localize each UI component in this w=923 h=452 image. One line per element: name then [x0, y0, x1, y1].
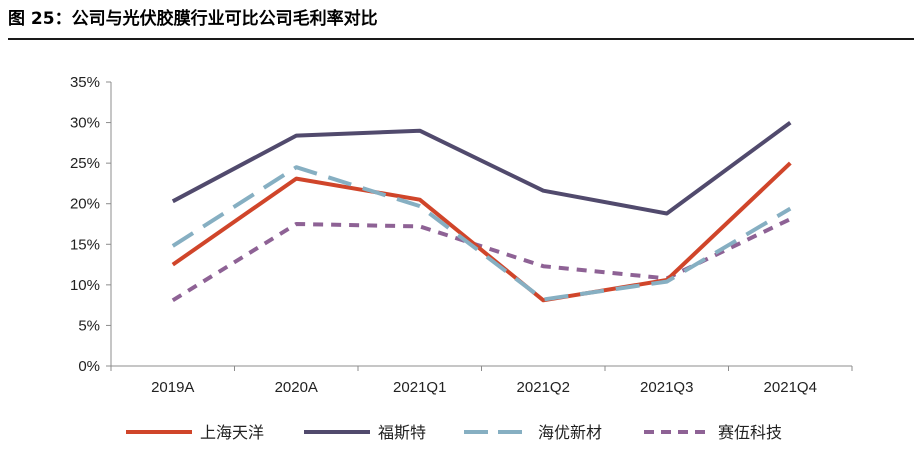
- figure-title: 图 25：公司与光伏胶膜行业可比公司毛利率对比: [8, 9, 378, 29]
- y-tick-label: 25%: [70, 155, 100, 172]
- y-axis-ticks: 0% 5% 10% 15% 20% 25% 30% 35%: [70, 74, 111, 375]
- y-tick-label: 30%: [70, 115, 100, 132]
- legend-label: 上海天洋: [200, 424, 264, 442]
- y-tick-label: 5%: [78, 317, 100, 334]
- series-line-1: [171, 161, 792, 303]
- y-tick-label: 0%: [78, 358, 100, 375]
- series-line-4: [171, 217, 792, 303]
- series-line-2: [171, 120, 792, 216]
- y-tick-label: 35%: [70, 74, 100, 91]
- x-tick-label: 2020A: [275, 379, 318, 396]
- title-divider: [8, 38, 914, 40]
- x-tick-label: 2021Q4: [764, 379, 817, 396]
- y-tick-label: 15%: [70, 236, 100, 253]
- legend-label: 赛伍科技: [718, 423, 782, 442]
- legend-label: 福斯特: [378, 424, 426, 442]
- legend: 上海天洋 福斯特 海优新材 赛伍科技: [126, 423, 782, 442]
- series-lines: [171, 120, 792, 303]
- x-tick-label: 2021Q1: [393, 379, 446, 396]
- x-tick-label: 2021Q3: [640, 379, 693, 396]
- y-tick-label: 10%: [70, 277, 100, 294]
- x-tick-label: 2021Q2: [517, 379, 570, 396]
- y-tick-label: 20%: [70, 196, 100, 213]
- series-line-3: [171, 165, 792, 302]
- legend-label: 海优新材: [538, 424, 602, 442]
- x-axis-ticks: 2019A 2020A 2021Q1 2021Q2 2021Q3 2021Q4: [110, 366, 853, 396]
- x-tick-label: 2019A: [151, 379, 194, 396]
- axes: [110, 82, 852, 367]
